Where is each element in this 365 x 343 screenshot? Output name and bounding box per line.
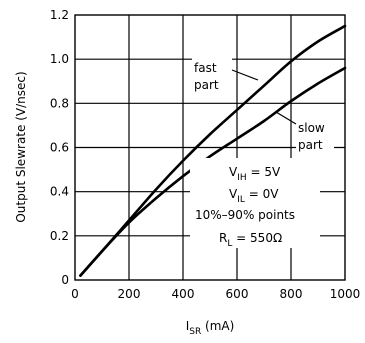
condition-rl-text: = 550Ω [232,231,282,245]
x-tick-label: 600 [226,287,249,301]
x-tick-labels: 0 200 400 600 800 1000 [71,287,360,301]
plot-frame [74,14,346,281]
y-tick-label: 0 [61,273,69,287]
y-tick-label: 1.0 [50,52,69,66]
condition-points: 10%–90% points [195,208,295,222]
slow-part-leader [275,111,297,125]
slow-part-series-line [79,66,347,277]
condition-rl: RL = 550Ω [219,231,282,249]
fast-part-label-line2: part [194,78,219,92]
x-tick-label: 0 [71,287,79,301]
y-tick-label: 0.4 [50,185,69,199]
y-tick-labels: 0 0.2 0.4 0.6 0.8 1.0 1.2 [50,8,69,287]
condition-rl-sub: L [227,239,232,249]
slow-part-label-line2: part [298,138,323,152]
condition-vil-main: V [229,187,238,201]
x-axis-title: ISR (mA) [186,319,235,337]
series-lines [79,24,347,277]
condition-vih-main: V [229,165,238,179]
condition-vih-text: = 5V [247,165,281,179]
condition-vil: VIL = 0V [229,187,279,205]
condition-vil-sub: IL [237,195,245,205]
x-tick-label: 200 [118,287,141,301]
condition-rl-main: R [219,231,227,245]
slow-part-label-line1: slow [298,121,325,135]
condition-vih-sub: IH [237,173,246,183]
test-conditions: VIH = 5V VIL = 0V 10%–90% points RL = 55… [190,158,320,249]
fast-part-label: fast part [192,58,259,94]
y-tick-label: 0.8 [50,96,69,110]
y-tick-label: 1.2 [50,8,69,22]
x-axis-title-sub: SR [189,327,201,337]
x-axis-title-main: I [186,319,190,333]
y-axis-title: Output Slewrate (V/nsec) [14,71,28,222]
slow-part-label: slow part [275,111,334,154]
fast-part-leader [231,69,259,81]
x-tick-label: 800 [280,287,303,301]
x-axis-title-unit: (mA) [201,319,234,333]
y-tick-label: 0.2 [50,229,69,243]
condition-vih: VIH = 5V [229,165,281,183]
x-tick-label: 400 [172,287,195,301]
condition-vil-text: = 0V [245,187,279,201]
fast-part-label-line1: fast [194,61,217,75]
x-tick-label: 1000 [330,287,361,301]
y-tick-label: 0.6 [50,141,69,155]
